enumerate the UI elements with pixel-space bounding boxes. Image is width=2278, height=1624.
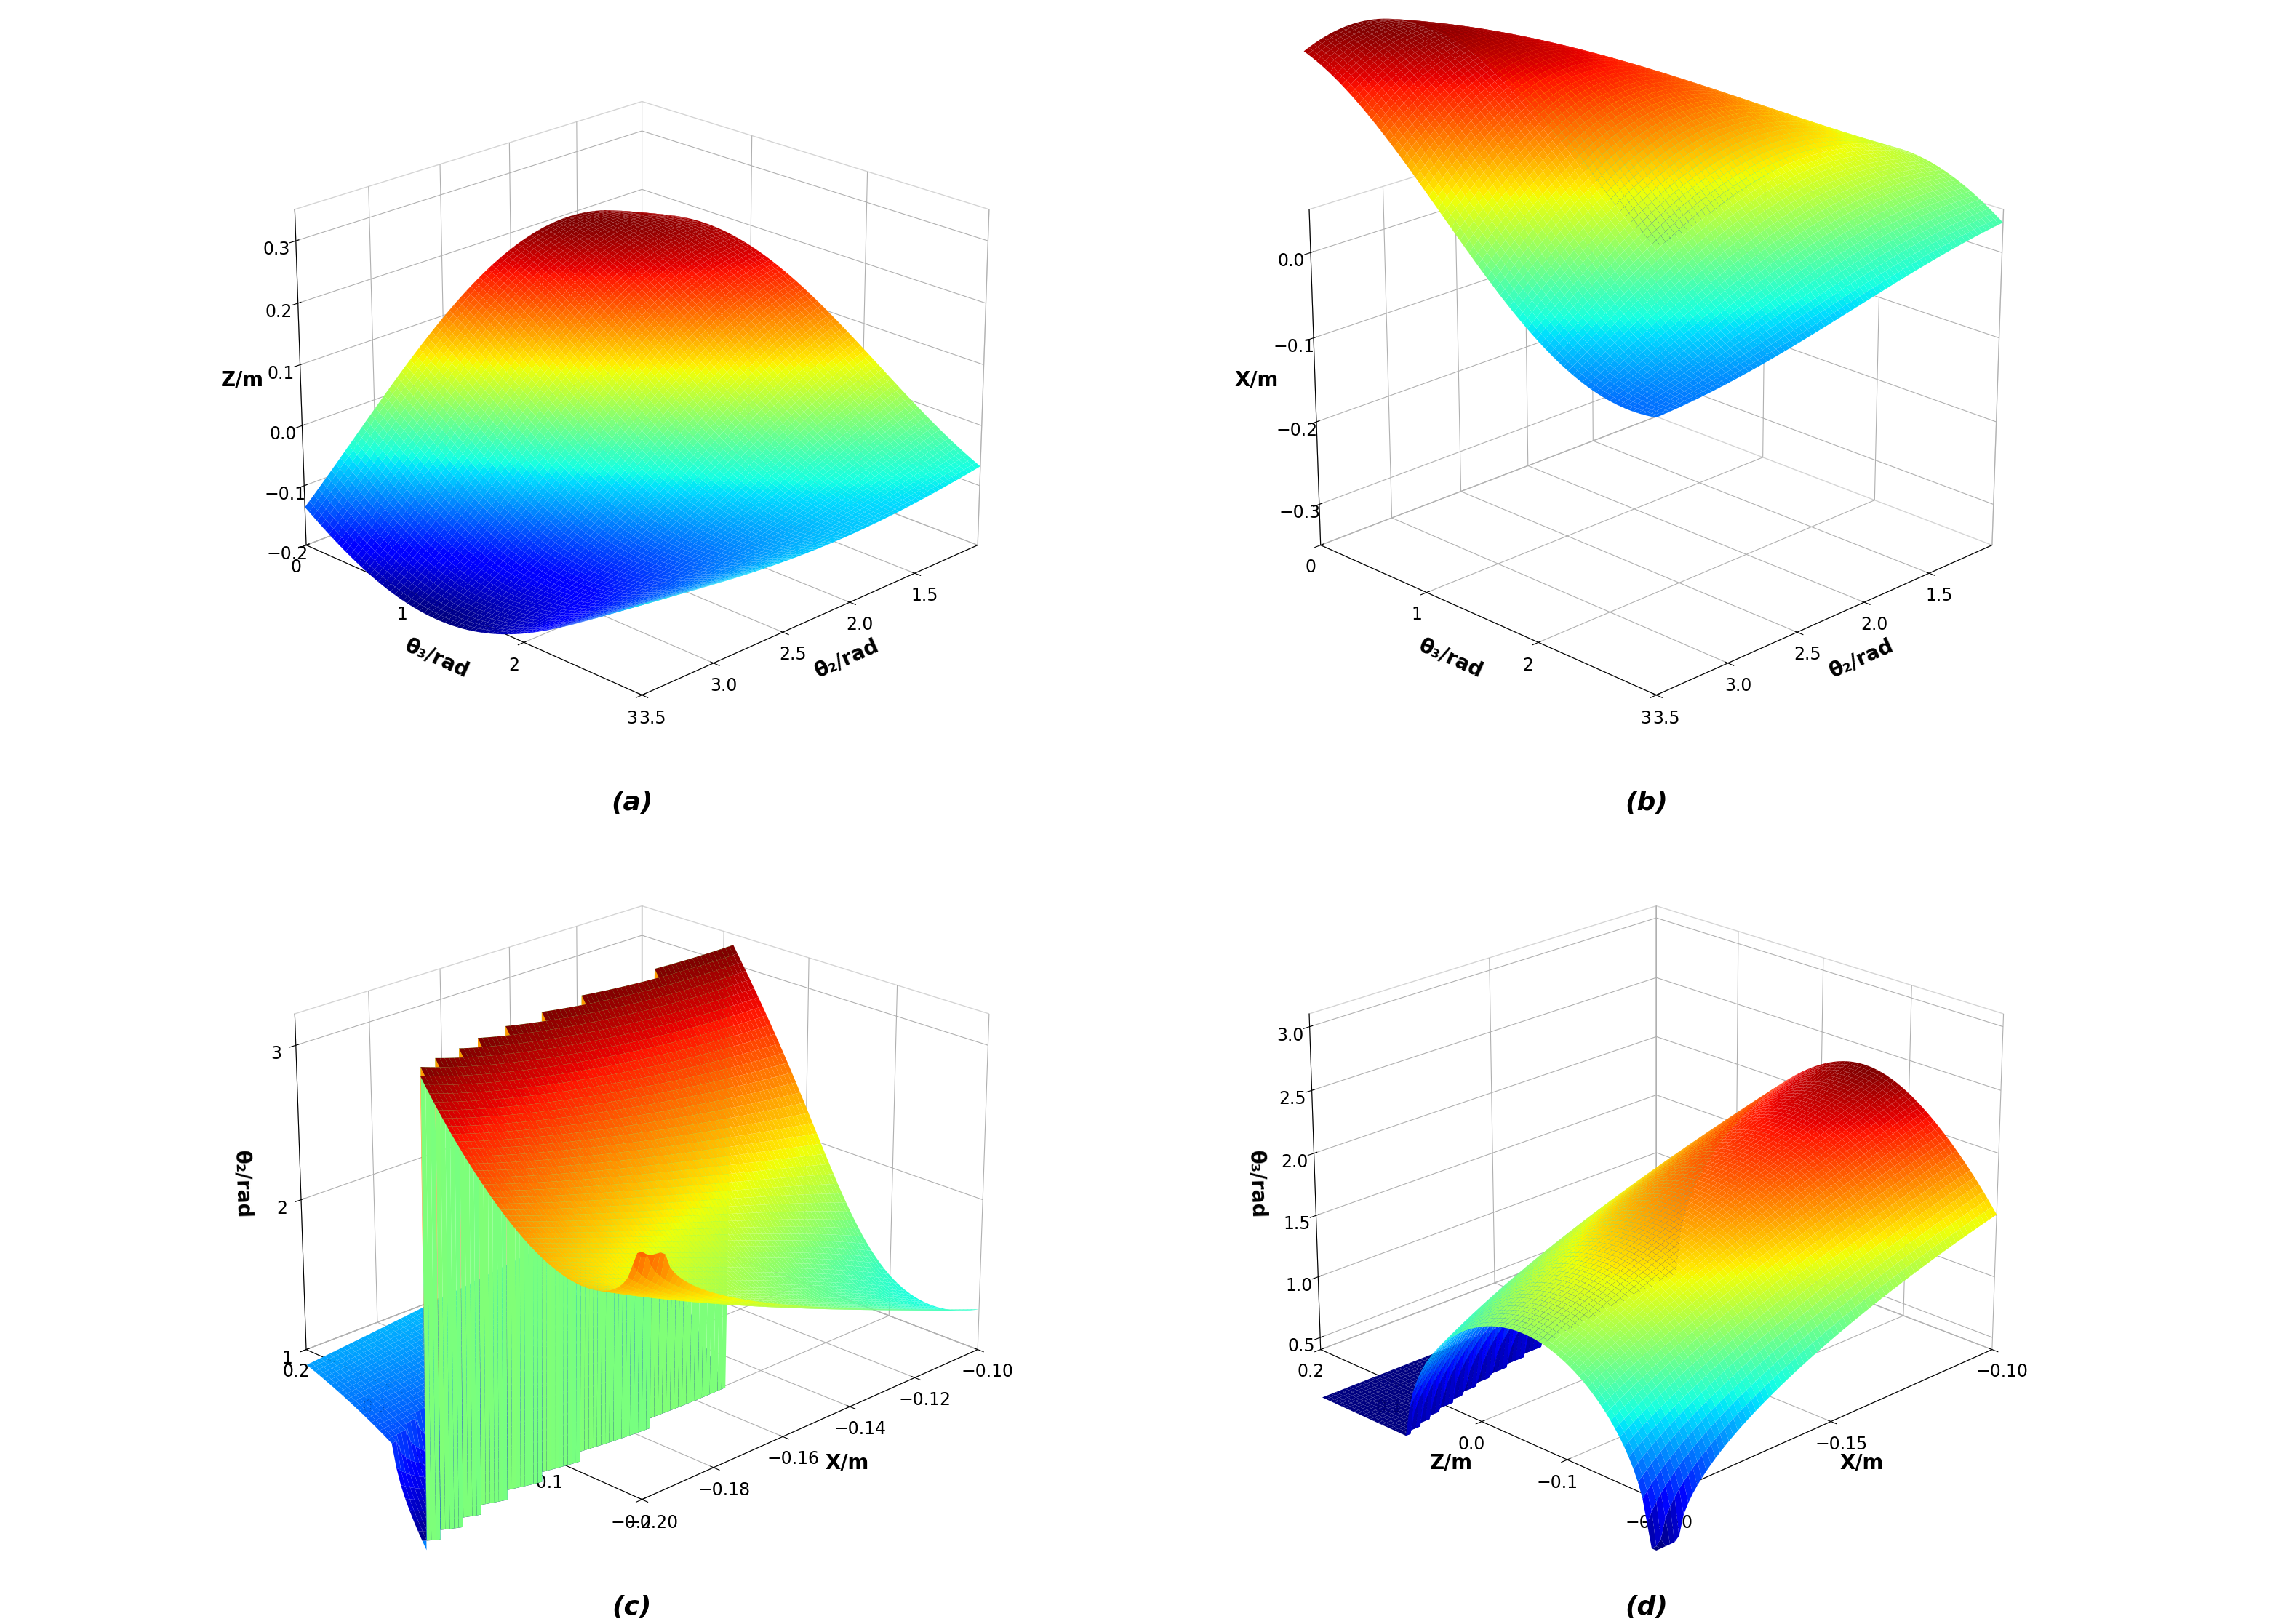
Y-axis label: Z/m: Z/m bbox=[1431, 1453, 1472, 1473]
X-axis label: θ₂/rad: θ₂/rad bbox=[1827, 635, 1898, 682]
Y-axis label: θ₃/rad: θ₃/rad bbox=[1417, 635, 1488, 682]
Y-axis label: θ₃/rad: θ₃/rad bbox=[401, 635, 472, 682]
Text: (b): (b) bbox=[1624, 791, 1667, 815]
X-axis label: X/m: X/m bbox=[1841, 1453, 1884, 1473]
Text: (a): (a) bbox=[611, 791, 654, 815]
X-axis label: X/m: X/m bbox=[825, 1453, 868, 1473]
Y-axis label: Z/m: Z/m bbox=[415, 1453, 458, 1473]
Text: (c): (c) bbox=[613, 1595, 652, 1619]
Text: (d): (d) bbox=[1624, 1595, 1667, 1619]
X-axis label: θ₂/rad: θ₂/rad bbox=[811, 635, 882, 682]
